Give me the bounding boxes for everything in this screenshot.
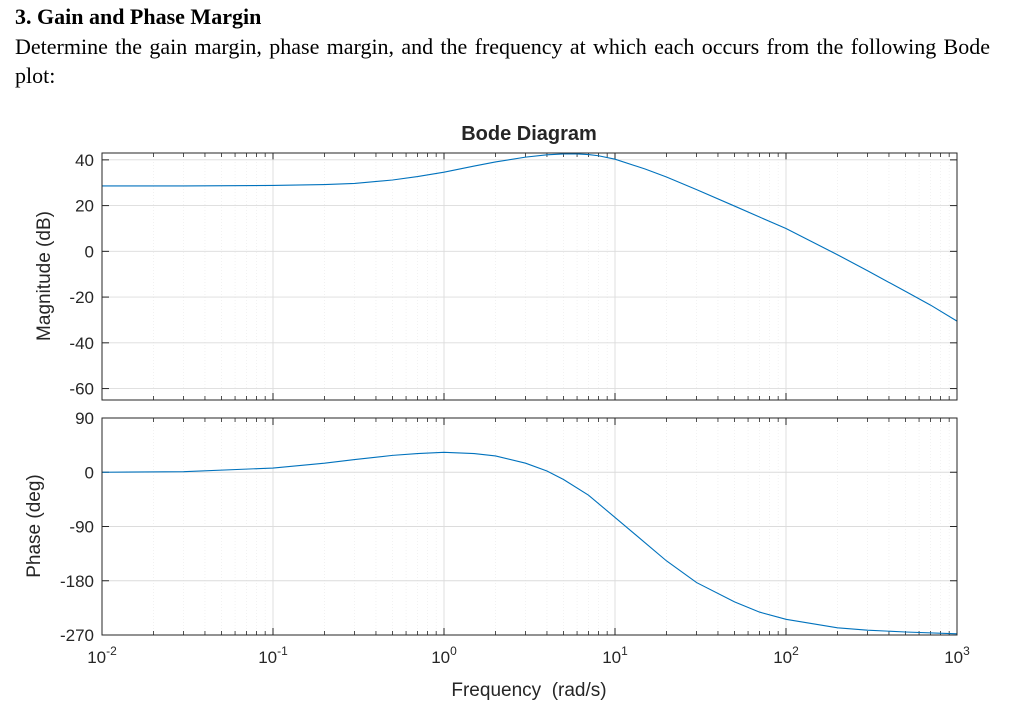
magnitude-panel: 40 20 0 -20 -40 -60 Magnitude (dB) [34,151,958,401]
phase-y-ticks: 90 0 -90 -180 -270 [60,409,94,645]
magnitude-y-tick-label: 0 [85,242,94,261]
x-tick-base: 10 [602,648,621,667]
magnitude-y-tick-label: 20 [75,197,94,216]
magnitude-y-tick-label: -20 [69,288,94,307]
x-tick-label: 103 [944,644,970,667]
magnitude-y-label: Magnitude (dB) [34,211,55,341]
x-tick-base: 10 [258,648,277,667]
x-tick-exponent: -2 [106,644,117,658]
phase-y-tick-label: -90 [69,518,94,537]
x-tick-base: 10 [87,648,106,667]
phase-y-tick-label: -180 [60,572,94,591]
phase-y-label: Phase (deg) [24,474,45,578]
x-tick-label: 100 [431,644,457,667]
frequency-x-ticks: 10-2 10-1 100 101 102 103 [87,644,970,667]
magnitude-axes-box [102,153,957,400]
chart-title: Bode Diagram [461,123,597,145]
question-text: Determine the gain margin, phase margin,… [15,34,990,88]
phase-y-tick-label: 90 [75,409,94,428]
x-tick-exponent: 3 [963,644,970,658]
phase-y-tick-label: -270 [60,626,94,645]
magnitude-y-ticks: 40 20 0 -20 -40 -60 [69,151,94,399]
x-tick-exponent: 1 [621,644,628,658]
magnitude-y-tick-label: -60 [69,380,94,399]
section-heading: 3. Gain and Phase Margin [15,4,262,29]
magnitude-axes-border [101,152,958,401]
phase-series-line [101,451,958,635]
x-tick-label: 101 [602,644,628,667]
x-tick-base: 10 [773,648,792,667]
x-tick-base: 10 [944,648,963,667]
x-tick-exponent: 0 [450,644,457,658]
x-tick-exponent: 2 [792,644,799,658]
magnitude-y-tick-label: -40 [69,334,94,353]
x-tick-base: 10 [431,648,450,667]
x-tick-label: 102 [773,644,799,667]
x-tick-label: 10-2 [87,644,117,667]
phase-panel: 90 0 -90 -180 -270 Phase (deg) [24,409,958,645]
x-tick-exponent: -1 [277,644,288,658]
phase-axes-border [101,417,958,636]
phase-y-tick-label: 0 [85,463,94,482]
x-axis-label: Frequency (rad/s) [451,680,606,701]
magnitude-series-line [102,153,958,322]
x-tick-label: 10-1 [258,644,288,667]
magnitude-y-tick-label: 40 [75,151,94,170]
